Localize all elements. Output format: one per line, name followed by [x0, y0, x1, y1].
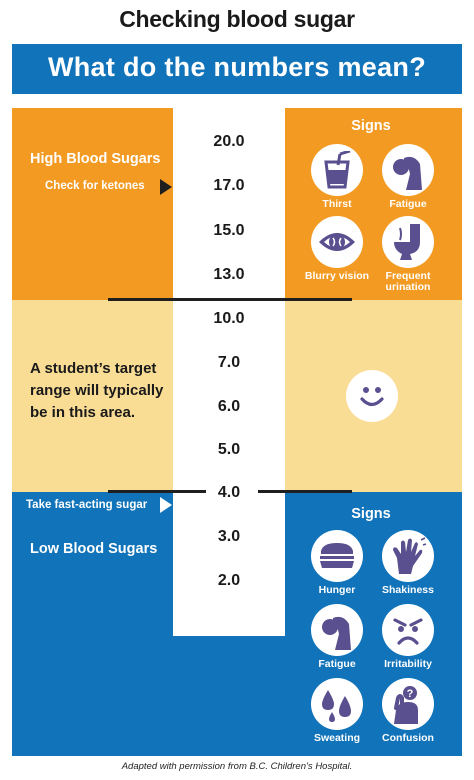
- high-zone-title: High Blood Sugars: [30, 151, 161, 167]
- callout-arrow-icon: [160, 497, 172, 513]
- scale-column: [173, 108, 285, 636]
- scale-value: 4.0: [217, 484, 241, 501]
- page-title: Checking blood sugar: [119, 6, 355, 32]
- low-zone-title: Low Blood Sugars: [30, 541, 158, 557]
- sign-shakiness: Shakiness: [372, 530, 444, 596]
- scale-value: 3.0: [217, 528, 241, 545]
- scale-value: 6.0: [217, 398, 241, 415]
- svg-text:?: ?: [407, 688, 414, 700]
- scale-value: 5.0: [217, 441, 241, 458]
- low-threshold-line-left: [108, 490, 206, 493]
- sign-label: Shakiness: [382, 584, 434, 596]
- scale-value: 15.0: [213, 222, 245, 239]
- high-signs-heading: Signs: [351, 118, 391, 134]
- sign-sweating: Sweating: [301, 678, 373, 744]
- sign-blurry-vision: Blurry vision: [301, 216, 373, 282]
- low-signs-heading: Signs: [351, 506, 391, 522]
- header-banner: [12, 44, 462, 94]
- sign-label: Hunger: [318, 584, 356, 596]
- scale-value: 10.0: [213, 310, 245, 327]
- ketones-callout: Check for ketones: [45, 180, 145, 192]
- sign-fatigue: Fatigue: [372, 144, 444, 210]
- tired-person-icon: [311, 604, 363, 656]
- sign-hunger: Hunger: [301, 530, 373, 596]
- scale-value: 20.0: [213, 133, 245, 150]
- target-range-text: A student’s target range will typically …: [30, 360, 164, 421]
- scale-value: 2.0: [217, 572, 241, 589]
- sign-irritability: Irritability: [372, 604, 444, 670]
- sign-label: Irritability: [384, 658, 432, 670]
- sign-label: Confusion: [382, 732, 434, 744]
- page-subtitle: What do the numbers mean?: [47, 52, 427, 82]
- sign-label: Fatigue: [318, 658, 356, 670]
- low-threshold-line-right: [258, 490, 352, 493]
- sign-label: Sweating: [313, 732, 361, 744]
- smiley-icon: [346, 370, 398, 422]
- sign-frequent-urination: Frequent urination: [372, 216, 444, 293]
- scale-value: 13.0: [213, 266, 245, 283]
- sweat-drops-icon: [311, 678, 363, 730]
- callout-arrow-icon: [160, 179, 172, 195]
- tired-person-icon: [382, 144, 434, 196]
- eye-icon: [311, 216, 363, 268]
- scale-value: 7.0: [217, 354, 241, 371]
- scale-value: 17.0: [213, 177, 245, 194]
- toilet-icon: [382, 216, 434, 268]
- sandwich-icon: [311, 530, 363, 582]
- shaking-hand-icon: [382, 530, 434, 582]
- sign-label: Thirst: [322, 198, 352, 210]
- high-threshold-line: [108, 298, 352, 301]
- angry-face-icon: [382, 604, 434, 656]
- glass-icon: [311, 144, 363, 196]
- fast-sugar-callout: Take fast-acting sugar: [26, 499, 148, 511]
- sign-label: Frequent urination: [385, 270, 431, 293]
- credit-text: Adapted with permission from B.C. Childr…: [121, 761, 353, 772]
- sign-label: Fatigue: [389, 198, 427, 210]
- sign-fatigue: Fatigue: [301, 604, 373, 670]
- sign-label: Blurry vision: [304, 270, 370, 282]
- sign-confusion: ? Confusion: [372, 678, 444, 744]
- confused-person-icon: ?: [382, 678, 434, 730]
- sign-thirst: Thirst: [301, 144, 373, 210]
